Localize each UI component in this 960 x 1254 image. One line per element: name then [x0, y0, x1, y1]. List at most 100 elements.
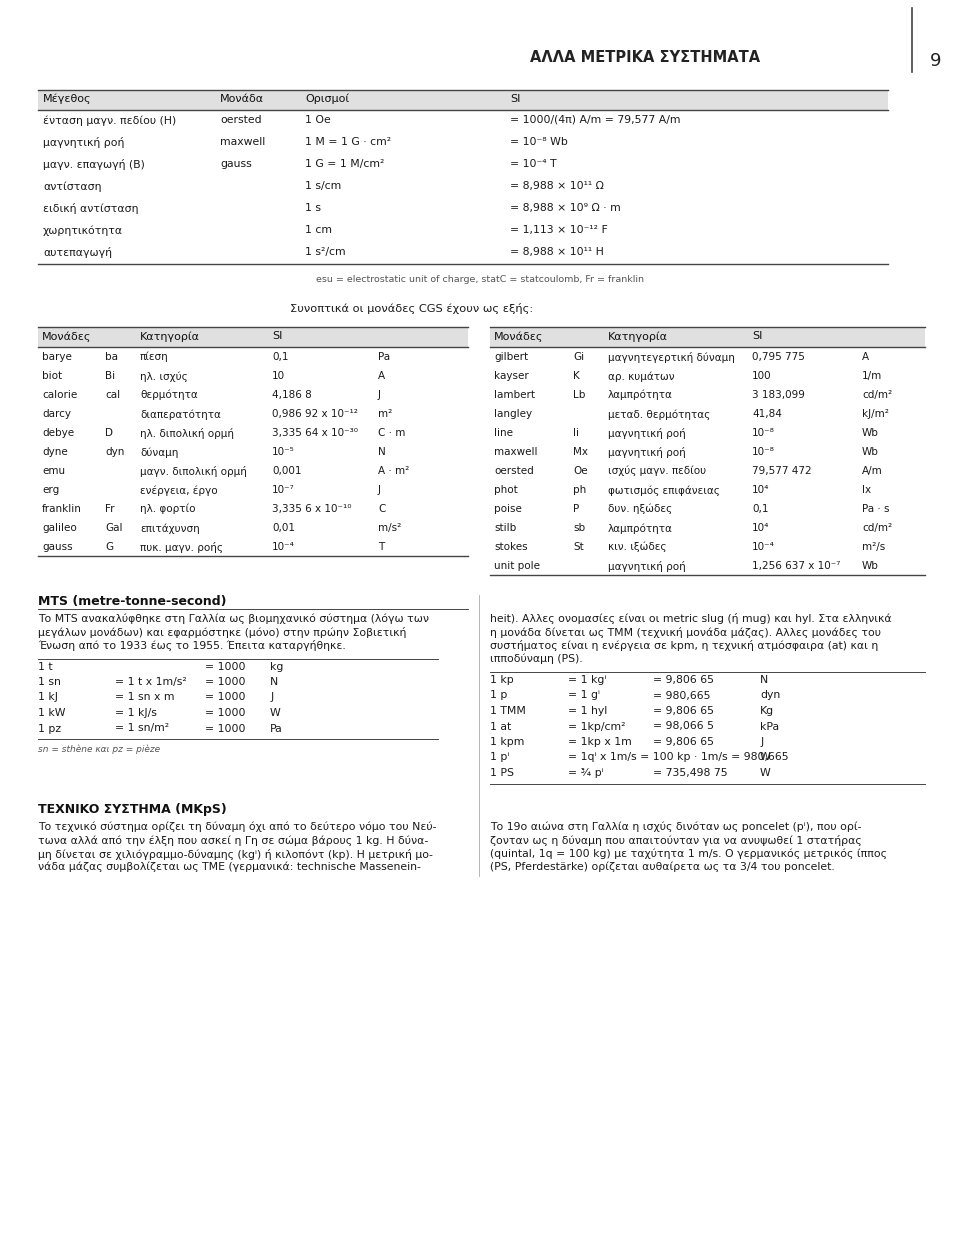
- Text: = 1000: = 1000: [205, 692, 246, 702]
- Text: 1 pz: 1 pz: [38, 724, 61, 734]
- Text: lambert: lambert: [494, 390, 535, 400]
- Text: (quintal, 1q = 100 kg) με ταχύτητα 1 m/s. Ο γερμανικός μετρικός ίππος: (quintal, 1q = 100 kg) με ταχύτητα 1 m/s…: [490, 849, 887, 859]
- Text: = 1000/(4π) A/m = 79,577 A/m: = 1000/(4π) A/m = 79,577 A/m: [510, 115, 681, 125]
- Text: unit pole: unit pole: [494, 561, 540, 571]
- Text: W: W: [760, 767, 771, 777]
- Text: = 1kp x 1m: = 1kp x 1m: [568, 737, 632, 747]
- Text: δυν. ηξώδες: δυν. ηξώδες: [608, 504, 672, 514]
- Text: χωρητικότητα: χωρητικότητα: [43, 224, 123, 236]
- Text: Κατηγορία: Κατηγορία: [608, 331, 668, 341]
- Text: μαγν. επαγωγή (B): μαγν. επαγωγή (B): [43, 159, 145, 171]
- Text: τωνα αλλά από την έλξη που ασκεί η Γη σε σώμα βάρους 1 kg. Η δύνα-: τωνα αλλά από την έλξη που ασκεί η Γη σε…: [38, 835, 428, 845]
- Text: m/s²: m/s²: [378, 523, 401, 533]
- Text: ηλ. διπολική ορμή: ηλ. διπολική ορμή: [140, 428, 234, 439]
- Text: ph: ph: [573, 485, 587, 495]
- Text: = 9,806 65: = 9,806 65: [653, 675, 714, 685]
- Text: Το τεχνικό σύστημα ορίζει τη δύναμη όχι από το δεύτερο νόμο του Νεύ-: Το τεχνικό σύστημα ορίζει τη δύναμη όχι …: [38, 821, 437, 831]
- Text: N: N: [760, 675, 768, 685]
- Text: 79,577 472: 79,577 472: [752, 466, 811, 477]
- Text: 1 kW: 1 kW: [38, 709, 65, 719]
- Text: biot: biot: [42, 371, 62, 381]
- Text: sn = sthène και pz = pièze: sn = sthène και pz = pièze: [38, 744, 160, 754]
- Text: = 1 kJ/s: = 1 kJ/s: [115, 709, 156, 719]
- Text: langley: langley: [494, 409, 532, 419]
- Text: = 9,806 65: = 9,806 65: [653, 706, 714, 716]
- Text: N: N: [378, 446, 386, 456]
- Text: m²: m²: [378, 409, 393, 419]
- Text: 1 pⁱ: 1 pⁱ: [490, 752, 510, 762]
- Text: = 10⁻⁸ Wb: = 10⁻⁸ Wb: [510, 137, 568, 147]
- Text: πίεση: πίεση: [140, 352, 169, 362]
- Text: Bi: Bi: [105, 371, 115, 381]
- Text: kJ/m²: kJ/m²: [862, 409, 889, 419]
- Text: kg: kg: [270, 662, 283, 671]
- Text: Μονάδες: Μονάδες: [494, 331, 543, 341]
- Text: J: J: [378, 390, 381, 400]
- Text: 10⁻⁴: 10⁻⁴: [272, 542, 295, 552]
- Text: D: D: [105, 428, 113, 438]
- Text: ηλ. ισχύς: ηλ. ισχύς: [140, 371, 188, 381]
- Text: 1 sn: 1 sn: [38, 677, 60, 687]
- Text: ιπποδύναμη (PS).: ιπποδύναμη (PS).: [490, 653, 583, 665]
- Text: 100: 100: [752, 371, 772, 381]
- Text: K: K: [573, 371, 580, 381]
- Text: li: li: [573, 428, 579, 438]
- Text: = 1000: = 1000: [205, 724, 246, 734]
- Text: μη δίνεται σε χιλιόγραμμο-δύναμης (kgⁱ) ή κιλοπόντ (kp). Η μετρική μο-: μη δίνεται σε χιλιόγραμμο-δύναμης (kgⁱ) …: [38, 849, 433, 859]
- Text: μαγνητική ροή: μαγνητική ροή: [608, 561, 685, 572]
- Text: = 1,113 × 10⁻¹² F: = 1,113 × 10⁻¹² F: [510, 224, 608, 234]
- Text: G: G: [105, 542, 113, 552]
- Text: maxwell: maxwell: [494, 446, 538, 456]
- Text: 1 Oe: 1 Oe: [305, 115, 331, 125]
- Text: αντίσταση: αντίσταση: [43, 181, 102, 192]
- Text: 3 183,099: 3 183,099: [752, 390, 804, 400]
- Text: = 1kp/cm²: = 1kp/cm²: [568, 721, 626, 731]
- Text: 1 p: 1 p: [490, 691, 508, 701]
- Text: Gal: Gal: [105, 523, 123, 533]
- Text: dyn: dyn: [105, 446, 125, 456]
- Text: 41,84: 41,84: [752, 409, 781, 419]
- Text: ηλ. φορτίο: ηλ. φορτίο: [140, 504, 196, 514]
- Text: 0,001: 0,001: [272, 466, 301, 477]
- Text: N: N: [270, 677, 278, 687]
- Text: Oe: Oe: [573, 466, 588, 477]
- Text: 10⁻⁴: 10⁻⁴: [752, 542, 775, 552]
- Text: κιν. ιξώδες: κιν. ιξώδες: [608, 542, 666, 553]
- Text: Pa: Pa: [378, 352, 390, 362]
- Text: Gi: Gi: [573, 352, 584, 362]
- Text: = 1000: = 1000: [205, 709, 246, 719]
- Text: = 1 gⁱ: = 1 gⁱ: [568, 691, 600, 701]
- Text: ΑΛΛΑ ΜΕΤΡΙΚΑ ΣΥΣΤΗΜΑΤΑ: ΑΛΛΑ ΜΕΤΡΙΚΑ ΣΥΣΤΗΜΑΤΑ: [530, 50, 760, 65]
- Text: line: line: [494, 428, 513, 438]
- Text: Lb: Lb: [573, 390, 586, 400]
- Text: = 1 sn/m²: = 1 sn/m²: [115, 724, 169, 734]
- Text: μεγάλων μονάδων) και εφαρμόστηκε (μόνο) στην πρώην Σοβιετική: μεγάλων μονάδων) και εφαρμόστηκε (μόνο) …: [38, 627, 406, 637]
- Text: Fr: Fr: [105, 504, 114, 514]
- Text: ζονταν ως η δύναμη που απαιτούνταν για να ανυψωθεί 1 στατήρας: ζονταν ως η δύναμη που απαιτούνταν για ν…: [490, 835, 862, 846]
- Text: = 98,066 5: = 98,066 5: [653, 721, 714, 731]
- Text: MTS (metre-tonne-second): MTS (metre-tonne-second): [38, 594, 227, 608]
- Text: St: St: [573, 542, 584, 552]
- Text: emu: emu: [42, 466, 65, 477]
- Text: δύναμη: δύναμη: [140, 446, 179, 458]
- Text: 1/m: 1/m: [862, 371, 882, 381]
- Text: 1 t: 1 t: [38, 662, 53, 671]
- Text: stilb: stilb: [494, 523, 516, 533]
- Text: maxwell: maxwell: [220, 137, 265, 147]
- Text: poise: poise: [494, 504, 522, 514]
- Text: phot: phot: [494, 485, 517, 495]
- Text: μαγνητική ροή: μαγνητική ροή: [608, 428, 685, 439]
- Text: lx: lx: [862, 485, 871, 495]
- Text: darcy: darcy: [42, 409, 71, 419]
- Text: 0,795 775: 0,795 775: [752, 352, 804, 362]
- Text: 10⁴: 10⁴: [752, 485, 769, 495]
- Text: 9: 9: [930, 51, 942, 70]
- Text: C: C: [378, 504, 385, 514]
- Text: oersted: oersted: [494, 466, 534, 477]
- Text: διαπερατότητα: διαπερατότητα: [140, 409, 221, 420]
- Text: επιτάχυνση: επιτάχυνση: [140, 523, 200, 533]
- Text: Pa · s: Pa · s: [862, 504, 890, 514]
- Text: SI: SI: [272, 331, 282, 341]
- Text: debye: debye: [42, 428, 74, 438]
- Text: (PS, Pferdestärke) ορίζεται αυθαίρετα ως τα 3/4 του poncelet.: (PS, Pferdestärke) ορίζεται αυθαίρετα ως…: [490, 861, 835, 873]
